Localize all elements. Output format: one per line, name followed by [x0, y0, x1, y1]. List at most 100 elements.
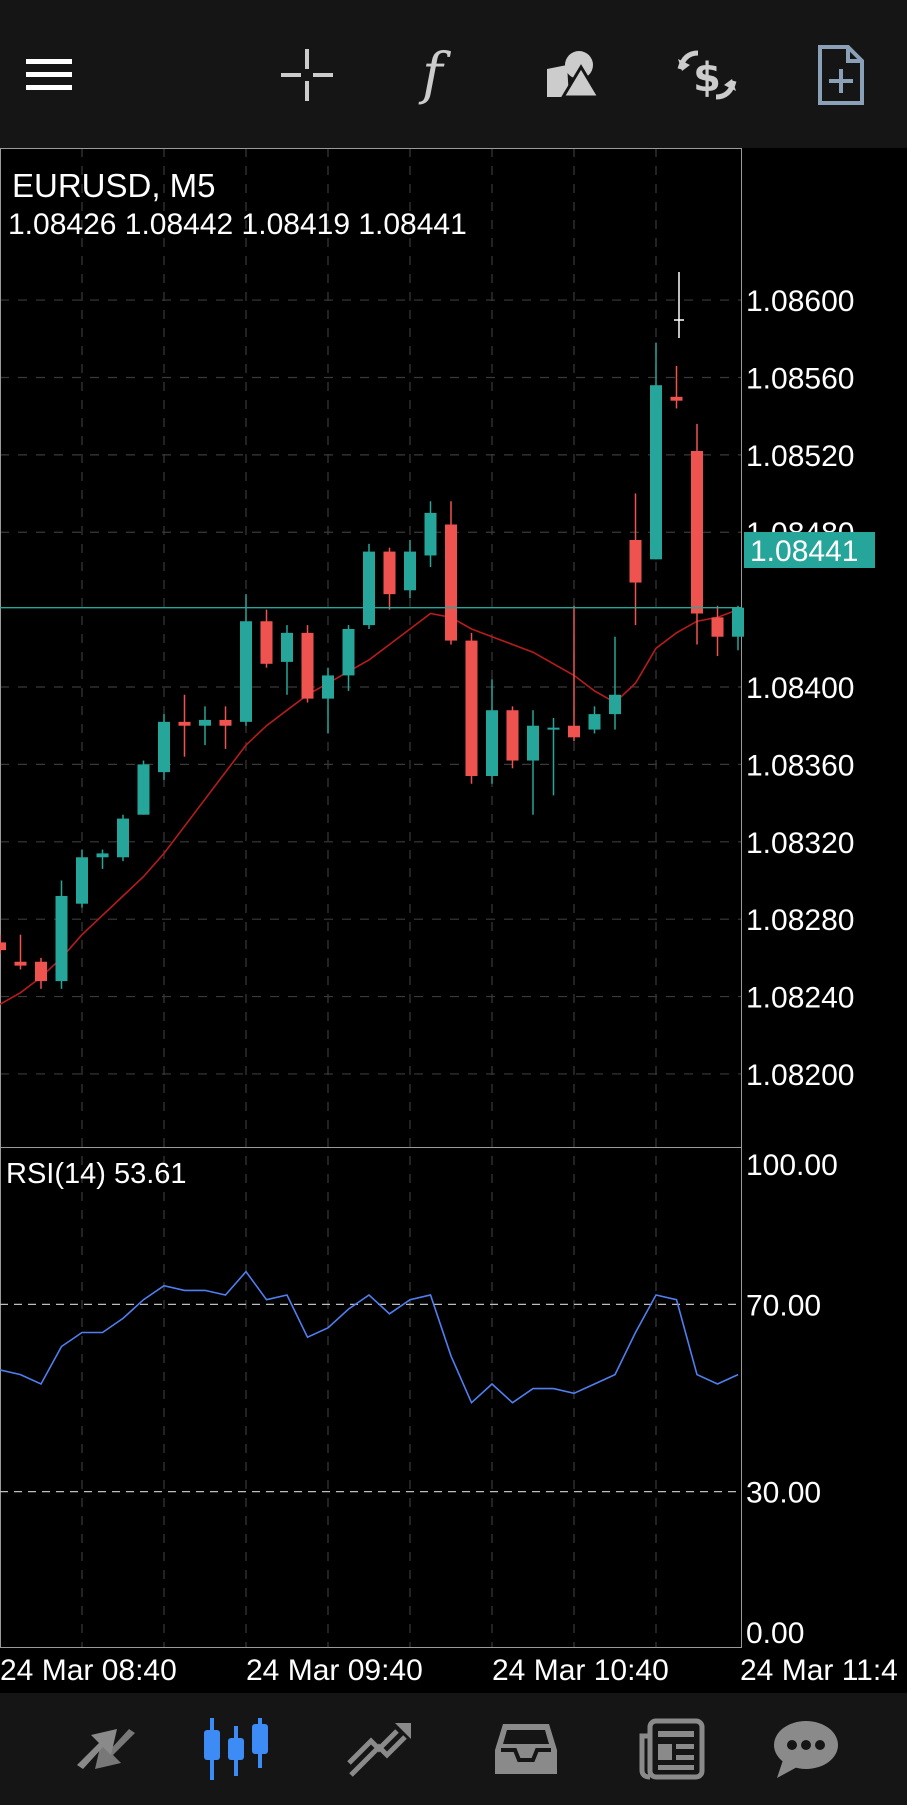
candle — [219, 706, 232, 749]
candle-body — [670, 396, 683, 401]
crosshair-button[interactable] — [262, 30, 352, 120]
candle-body — [424, 512, 437, 556]
candle — [281, 625, 293, 695]
rsi-line — [0, 1270, 741, 1493]
price-tick-label: 1.08600 — [746, 285, 854, 318]
nav-messages[interactable] — [756, 1713, 856, 1785]
price-tick-label: 1.08320 — [746, 827, 854, 860]
candle — [404, 539, 416, 599]
candle-body — [568, 725, 580, 738]
ohlc-readout: 1.08426 1.08442 1.08419 1.08441 — [8, 208, 467, 241]
candle — [486, 679, 498, 784]
candle — [445, 501, 457, 645]
candle-body — [322, 675, 334, 699]
candle — [506, 706, 519, 769]
rsi-pane-border — [0, 1147, 742, 1648]
news-icon — [639, 1718, 705, 1780]
trade-button[interactable]: $ — [662, 30, 752, 120]
candle-body — [711, 617, 724, 637]
candle — [342, 625, 355, 691]
candle — [76, 849, 88, 908]
candle — [178, 694, 191, 757]
time-tick-label: 24 Mar 08:40 — [0, 1654, 177, 1687]
candle-body — [486, 710, 498, 777]
candle-body — [363, 551, 375, 626]
time-tick-label: 24 Mar 09:40 — [246, 1654, 423, 1687]
candle-body — [547, 727, 560, 730]
candle-body — [691, 450, 703, 614]
candle — [588, 706, 601, 734]
candle-body — [35, 961, 47, 982]
candle — [35, 957, 47, 989]
trade-icon: $ — [677, 50, 737, 101]
candle-body — [342, 628, 355, 676]
chart-toolbar: f $ — [0, 0, 907, 148]
candle — [424, 501, 437, 568]
candle-body — [465, 640, 478, 777]
candle-body — [137, 764, 150, 815]
candle — [650, 342, 662, 560]
objects-icon — [547, 51, 602, 99]
candle — [96, 849, 109, 869]
price-pane-border — [0, 148, 742, 1148]
candle — [240, 594, 252, 726]
chart-canvas[interactable]: 1.086001.085601.085201.084801.084001.083… — [0, 148, 907, 1693]
messages-icon — [774, 1721, 838, 1778]
candle-body — [219, 719, 232, 726]
objects-button[interactable] — [528, 30, 618, 120]
candle — [691, 423, 703, 645]
rsi-axis: 100.00 70.00 30.00 0.00 — [746, 1149, 838, 1650]
candle-body — [404, 551, 416, 591]
new-chart-button[interactable] — [796, 30, 886, 120]
rsi-tick-label: 70.00 — [746, 1289, 821, 1322]
candle-body — [260, 621, 273, 664]
nav-quotes[interactable] — [56, 1713, 156, 1785]
candle-body — [55, 895, 68, 982]
candle-body — [629, 539, 642, 583]
time-tick-label: 24 Mar 11:4 — [740, 1654, 898, 1687]
candle-body — [96, 853, 109, 858]
indicators-icon: f — [418, 45, 452, 105]
quotes-icon — [77, 1729, 135, 1769]
nav-history[interactable] — [476, 1713, 576, 1785]
candle-body — [240, 621, 252, 722]
rsi-tick-label: 0.00 — [746, 1617, 804, 1650]
indicators-button[interactable]: f — [396, 30, 486, 120]
price-tick-label: 1.08280 — [746, 904, 854, 937]
grid-lines — [0, 148, 741, 1648]
candle — [711, 605, 724, 657]
candle-body — [732, 607, 744, 637]
chart-area[interactable]: 1.086001.085601.085201.084801.084001.083… — [0, 148, 907, 1693]
candle-body — [14, 961, 27, 966]
ma-series-line — [0, 608, 739, 1005]
new-chart-icon — [818, 45, 864, 105]
candle — [527, 710, 539, 815]
symbol-title: EURUSD, M5 — [12, 167, 216, 204]
current-price-badge — [744, 532, 875, 568]
candle-body — [527, 725, 539, 761]
rsi-title: RSI(14) 53.61 — [6, 1158, 187, 1190]
bottom-navigation — [0, 1693, 907, 1805]
price-axis: 1.086001.085601.085201.084801.084001.083… — [746, 285, 854, 1092]
candle-body — [650, 385, 662, 560]
rsi-tick-label: 30.00 — [746, 1477, 821, 1510]
candle-body — [117, 818, 129, 858]
candle — [383, 547, 396, 610]
candle — [55, 880, 68, 989]
menu-button[interactable] — [5, 30, 95, 120]
candle — [0, 934, 6, 955]
time-tick-label: 24 Mar 10:40 — [492, 1654, 669, 1687]
candle — [322, 667, 334, 734]
price-tick-label: 1.08200 — [746, 1059, 854, 1092]
candle — [137, 760, 150, 815]
trade-nav-icon — [347, 1723, 411, 1777]
current-price-label: 1.08441 — [750, 535, 858, 568]
candle-body — [0, 942, 6, 951]
nav-news[interactable] — [622, 1713, 722, 1785]
candle — [14, 934, 27, 970]
nav-chart[interactable] — [186, 1713, 286, 1785]
candle — [260, 609, 273, 668]
candle — [609, 636, 621, 730]
candle-body — [158, 721, 170, 773]
nav-trade[interactable] — [330, 1713, 430, 1785]
